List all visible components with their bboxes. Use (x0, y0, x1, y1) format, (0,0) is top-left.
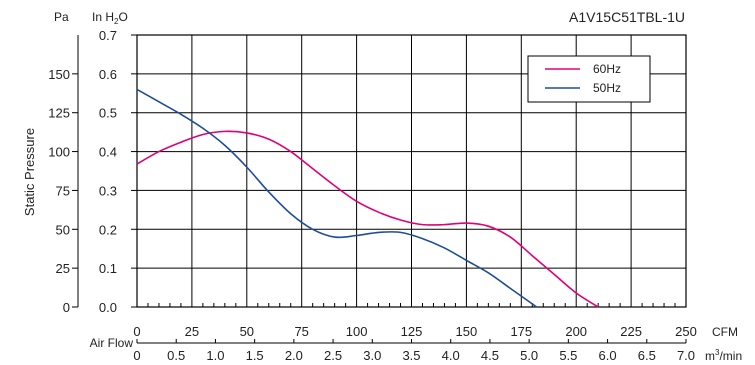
left-tick-label: 75 (56, 183, 70, 198)
right-axis-unit: In H2O (92, 10, 128, 26)
left-ticks: 0 25 50 75 100 125 150 (48, 67, 78, 315)
left-tick-label: 25 (56, 261, 70, 276)
right-tick-label: 0.7 (99, 28, 117, 43)
x-cfm-tick-label: 75 (294, 324, 308, 339)
x-cfm-tick-label: 0 (133, 324, 140, 339)
x-cfm-tick-label: 125 (401, 324, 423, 339)
x-m3-tick-label: 7.0 (677, 348, 695, 363)
x-m3-tick-label: 6.0 (599, 348, 617, 363)
left-axis-unit: Pa (54, 10, 69, 24)
x-m3-tick-label: 0.5 (167, 348, 185, 363)
right-tick-label: 0.3 (99, 183, 117, 198)
series-line-50hz (136, 88, 538, 308)
x-axis-m3-unit: m3/min (705, 348, 742, 363)
x-axis-label-airflow: Air Flow (90, 336, 134, 350)
right-tick-label: 0.6 (99, 67, 117, 82)
right-tick-label: 0.2 (99, 222, 117, 237)
x-m3-tick-label: 5.5 (559, 348, 577, 363)
x-m3-tick-label: 3.5 (402, 348, 420, 363)
x-cfm-tick-label: 25 (185, 324, 199, 339)
right-tick-label: 0.0 (99, 300, 117, 315)
x-m3-tick-label: 5.0 (520, 348, 538, 363)
x-cfm-ticks: 0 25 50 75 100 125 150 175 200 225 250 (133, 324, 696, 339)
x-m3-tick-label: 4.5 (481, 348, 499, 363)
legend-label-60hz: 60Hz (593, 62, 621, 76)
right-tick-label: 0.1 (99, 261, 117, 276)
x-axis-cfm-unit: CFM (712, 325, 738, 339)
right-tick-label: 0.5 (99, 106, 117, 121)
chart-title: A1V15C51TBL-1U (569, 9, 685, 25)
x-cfm-tick-label: 100 (346, 324, 368, 339)
x-cfm-tick-label: 50 (240, 324, 254, 339)
x-m3-tick-label: 4.0 (442, 348, 460, 363)
x-m3-tick-label: 2.5 (324, 348, 342, 363)
left-tick-label: 100 (48, 145, 70, 160)
left-tick-label: 50 (56, 222, 70, 237)
plot-frame (136, 34, 687, 308)
x-m3-tick-label: 1.0 (206, 348, 224, 363)
x-cfm-tick-label: 150 (456, 324, 478, 339)
x-cfm-tick-label: 225 (620, 324, 642, 339)
left-tick-label: 0 (63, 300, 70, 315)
x-cfm-tick-label: 175 (510, 324, 532, 339)
left-tick-label: 125 (48, 106, 70, 121)
series-line-60hz (136, 130, 599, 308)
left-tick-label: 150 (48, 67, 70, 82)
right-tick-label: 0.4 (99, 145, 117, 160)
legend: 60Hz 50Hz (527, 55, 651, 103)
y-axis-label: Static Pressure (22, 128, 37, 216)
x-m3-tick-label: 2.0 (285, 348, 303, 363)
right-ticks: 0.0 0.1 0.2 0.3 0.4 0.5 0.6 0.7 (99, 28, 137, 315)
x-m3-ticks: 0 0.5 1.0 1.5 2.0 2.5 3.0 3.5 4.0 4.5 5.0 5.5 6.0 6.5… (133, 339, 695, 363)
x-m3-tick-label: 6.5 (638, 348, 656, 363)
legend-box (527, 55, 651, 103)
minor-ticks (147, 303, 676, 307)
x-m3-tick-label: 0 (133, 348, 140, 363)
series-layer (136, 88, 599, 308)
x-m3-tick-label: 3.0 (363, 348, 381, 363)
legend-label-50hz: 50Hz (593, 81, 621, 95)
x-m3-tick-label: 1.5 (246, 348, 264, 363)
x-cfm-tick-label: 200 (565, 324, 587, 339)
x-cfm-tick-label: 250 (675, 324, 697, 339)
